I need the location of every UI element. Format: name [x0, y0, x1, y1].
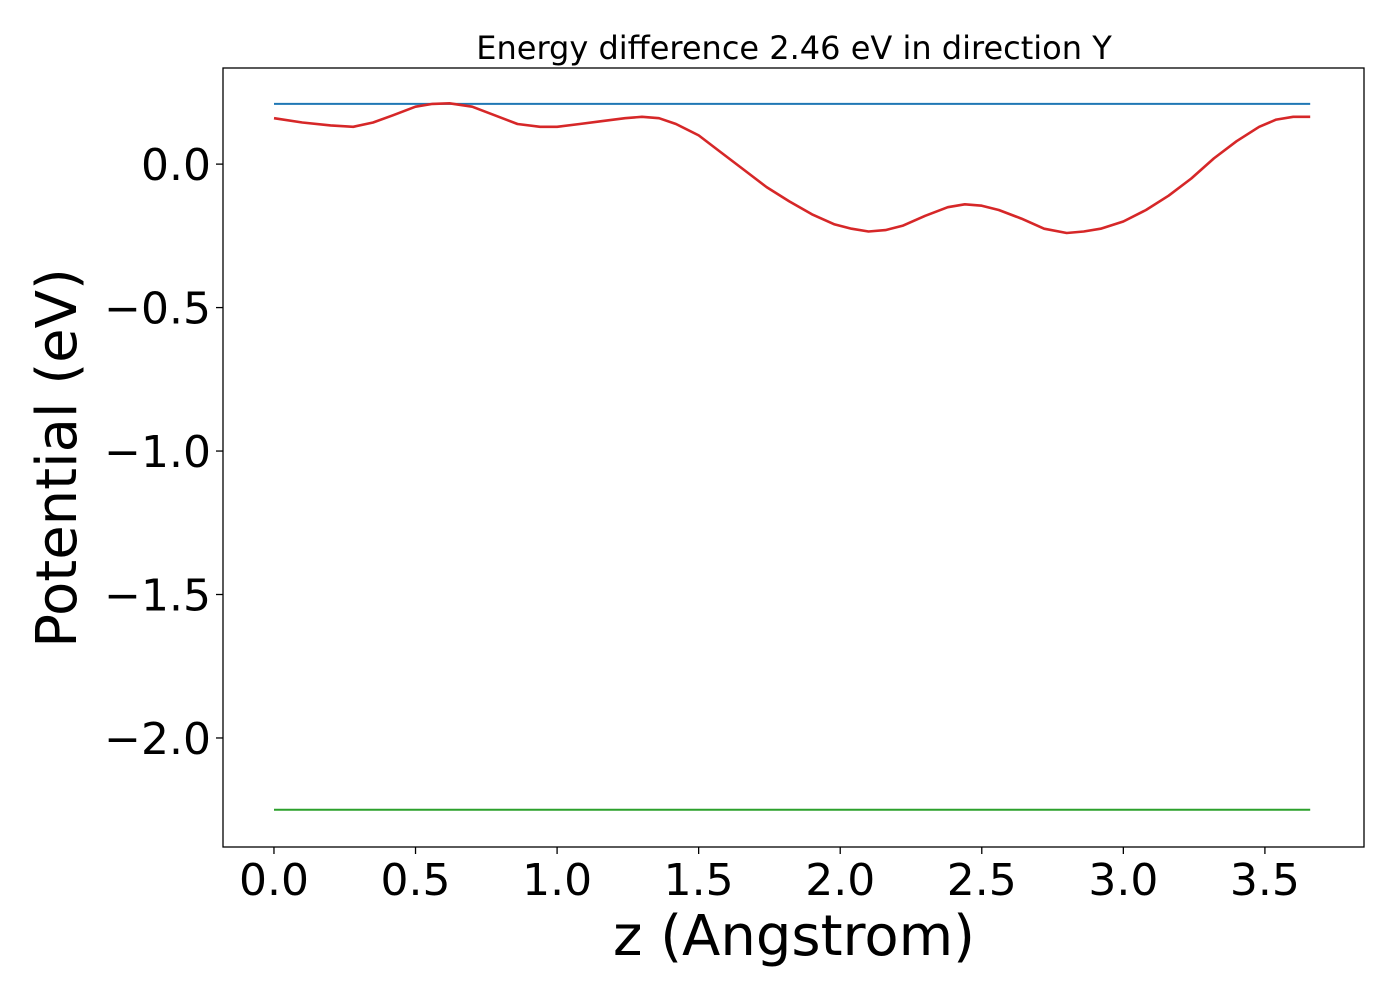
x-tick-label: 0.0: [239, 855, 309, 906]
y-tick-label: −0.5: [104, 284, 211, 335]
chart-title: Energy difference 2.46 eV in direction Y: [476, 29, 1112, 67]
x-tick-label: 1.0: [522, 855, 592, 906]
y-tick-label: −1.5: [104, 571, 211, 622]
y-tick-label: −1.0: [104, 427, 211, 478]
x-tick-label: 2.0: [805, 855, 875, 906]
x-tick-label: 2.5: [947, 855, 1017, 906]
x-axis-label: z (Angstrom): [613, 904, 975, 969]
plot-frame: [222, 67, 1365, 848]
plot-lines: [273, 102, 1311, 811]
x-axis: 0.0 0.5 1.0 1.5 2.0 2.5 3.0 3.5: [239, 847, 1300, 906]
series-line-3: [273, 102, 1311, 235]
y-tick-label: −2.0: [104, 714, 211, 765]
x-tick-label: 1.5: [664, 855, 734, 906]
x-tick-label: 3.5: [1230, 855, 1300, 906]
y-axis-label: Potential (eV): [25, 268, 90, 648]
x-tick-label: 3.0: [1088, 855, 1158, 906]
y-tick-label: 0.0: [141, 140, 211, 191]
y-axis: 0.0 −0.5 −1.0 −1.5 −2.0: [104, 140, 223, 765]
x-tick-label: 0.5: [381, 855, 451, 906]
